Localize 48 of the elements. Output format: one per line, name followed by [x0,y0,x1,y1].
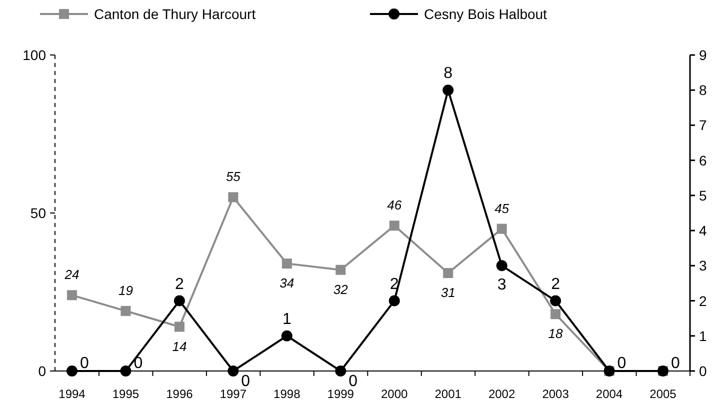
data-label: 34 [280,276,294,291]
data-label: 0 [671,355,680,372]
y2-tick-label: 8 [699,82,707,98]
data-label: 46 [387,198,402,213]
legend-label: Canton de Thury Harcourt [94,6,256,22]
data-label: 14 [172,338,187,354]
data-label: 0 [348,373,358,390]
data-label: 2 [390,276,399,293]
data-label: 2 [551,276,560,293]
y2-tick-label: 5 [699,187,707,204]
x-tick-label: 2005 [650,387,677,401]
data-label: 18 [548,326,564,342]
x-tick-label: 1998 [274,387,301,401]
data-label: 8 [444,65,453,82]
legend-label: Cesny Bois Halbout [424,6,548,22]
data-label: 32 [333,282,349,297]
y-tick-label: 0 [38,363,46,379]
x-tick-label: 2003 [542,387,570,401]
y2-tick-label: 1 [699,328,707,344]
y2-tick-label: 3 [699,258,707,274]
y2-tick-label: 6 [699,152,707,168]
x-tick-label: 1996 [166,387,194,401]
y-tick-label: 50 [30,205,46,221]
data-label: 31 [440,285,456,300]
x-tick-label: 1994 [58,387,86,401]
data-label: 0 [80,355,89,372]
data-label: 1 [282,310,292,328]
x-tick-label: 1999 [327,387,354,401]
x-tick-label: 1995 [112,387,140,401]
x-tick-label: 2004 [596,387,623,401]
data-label: 19 [118,282,133,298]
x-tick-label: 2001 [434,387,462,401]
data-label: 45 [494,200,510,216]
x-tick-label: 1997 [220,387,247,401]
data-label: 0 [241,373,250,390]
x-tick-label: 2000 [381,387,408,401]
data-label: 24 [64,267,80,282]
data-label: 0 [617,355,626,372]
data-label: 3 [497,276,506,294]
y2-tick-label: 7 [699,117,707,134]
y2-tick-label: 9 [699,47,707,63]
data-label: 2 [175,276,184,293]
y-tick-label: 100 [22,47,46,63]
data-label: 55 [226,169,242,184]
y2-tick-label: 2 [699,292,707,309]
x-tick-label: 2002 [488,387,516,401]
y2-tick-label: 0 [699,363,707,379]
y2-tick-label: 4 [699,222,707,239]
